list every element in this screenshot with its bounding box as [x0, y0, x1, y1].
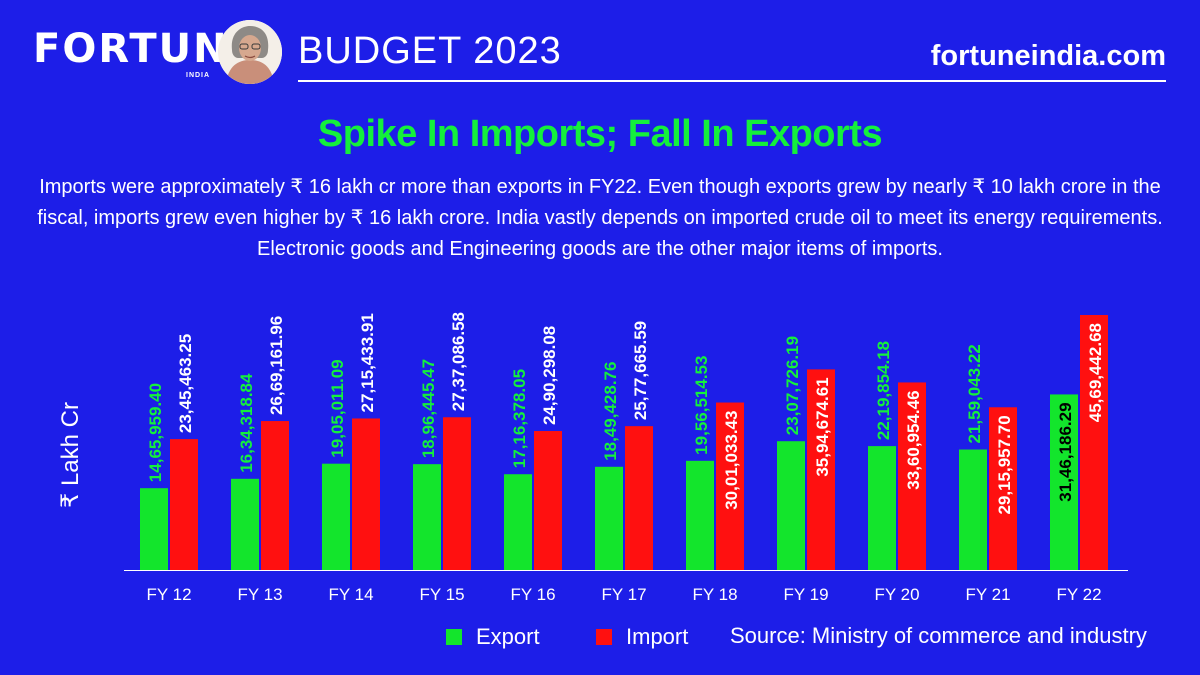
- data-label-export-fy22: 31,46,186.29: [1056, 402, 1075, 501]
- legend-export-swatch: [446, 629, 462, 646]
- data-label-export-fy18: 19,56,514.53: [692, 356, 711, 455]
- bar-export-fy16: [504, 474, 532, 570]
- bar-export-fy12: [140, 488, 168, 570]
- data-label-export-fy13: 16,34,318.84: [237, 373, 256, 473]
- data-label-import-fy21: 29,15,957.70: [995, 415, 1014, 514]
- bar-import-fy14: [352, 418, 380, 570]
- bar-export-fy17: [595, 466, 623, 570]
- bar-import-fy20: [898, 382, 926, 570]
- bar-import-fy15: [443, 417, 471, 570]
- data-label-export-fy12: 14,65,959.40: [146, 383, 165, 482]
- legend-export: Export: [446, 623, 540, 649]
- data-label-export-fy15: 18,96,445.47: [419, 359, 438, 458]
- bar-import-fy16: [534, 431, 562, 570]
- x-tick-fy17: FY 17: [601, 585, 646, 604]
- bar-chart: ₹ Lakh Cr 14,65,959.40 23,45,463.25 FY 12 16…: [57, 312, 1128, 604]
- x-tick-fy22: FY 22: [1056, 585, 1101, 604]
- x-tick-fy18: FY 18: [692, 585, 737, 604]
- bar-import-fy13: [261, 421, 289, 570]
- data-label-export-fy16: 17,16,378.05: [510, 369, 529, 468]
- bar-import-fy21: [989, 407, 1017, 570]
- x-tick-fy19: FY 19: [783, 585, 828, 604]
- bar-import-fy19: [807, 369, 835, 570]
- bar-export-fy13: [231, 478, 259, 570]
- x-tick-fy13: FY 13: [237, 585, 282, 604]
- x-tick-fy12: FY 12: [146, 585, 191, 604]
- data-label-export-fy20: 22,19,854.18: [874, 341, 893, 440]
- data-label-import-fy14: 27,15,433.91: [358, 313, 377, 412]
- budget-title: BUDGET 2023: [298, 30, 562, 72]
- data-label-import-fy17: 25,77,665.59: [631, 321, 650, 420]
- header: FORTUNE INDIA BUDGET 2023 fortuneindia.c…: [0, 0, 1200, 100]
- data-label-export-fy14: 19,05,011.09: [328, 359, 347, 457]
- legend-export-label: Export: [476, 624, 540, 650]
- bar-export-fy20: [868, 446, 896, 570]
- bar-export-fy21: [959, 449, 987, 570]
- y-axis-label: ₹ Lakh Cr: [57, 402, 84, 508]
- data-label-import-fy13: 26,69,161.96: [267, 316, 286, 415]
- bar-export-fy15: [413, 464, 441, 570]
- portrait-photo: [218, 20, 282, 84]
- bar-export-fy22: [1050, 394, 1078, 570]
- data-label-import-fy12: 23,45,463.25: [176, 334, 195, 433]
- source-note: Source: Ministry of commerce and industr…: [730, 623, 1147, 648]
- site-link[interactable]: fortuneindia.com: [930, 40, 1166, 72]
- x-tick-fy15: FY 15: [419, 585, 464, 604]
- bar-import-fy18: [716, 402, 744, 570]
- bar-import-fy12: [170, 439, 198, 570]
- data-label-import-fy18: 30,01,033.43: [722, 411, 741, 510]
- legend-import-label: Import: [626, 624, 689, 650]
- x-tick-fy21: FY 21: [965, 585, 1010, 604]
- data-label-export-fy19: 23,07,726.19: [783, 336, 802, 435]
- bar-export-fy18: [686, 460, 714, 570]
- x-tick-fy20: FY 20: [874, 585, 919, 604]
- bar-import-fy17: [625, 426, 653, 570]
- bar-import-fy22: [1080, 315, 1108, 570]
- chart-title: Spike In Imports; Fall In Exports: [317, 113, 883, 155]
- fortune-logo-sub: INDIA: [186, 72, 211, 79]
- legend-import-swatch: [596, 629, 612, 646]
- header-divider: [298, 80, 1166, 82]
- bar-export-fy14: [322, 463, 350, 570]
- data-label-export-fy21: 21,59,043.22: [965, 344, 984, 443]
- data-label-import-fy20: 33,60,954.46: [904, 390, 923, 489]
- data-label-import-fy22: 45,69,442.68: [1086, 323, 1105, 422]
- data-label-export-fy17: 18,49,428.76: [601, 362, 620, 461]
- bar-export-fy19: [777, 441, 805, 570]
- data-label-import-fy16: 24,90,298.08: [540, 326, 559, 425]
- data-label-import-fy15: 27,37,086.58: [449, 312, 468, 411]
- data-label-import-fy19: 35,94,674.61: [813, 377, 832, 476]
- chart-description: Imports were approximately ₹ 16 lakh cr …: [37, 176, 1163, 260]
- legend-import: Import: [596, 623, 688, 649]
- x-tick-fy16: FY 16: [510, 585, 555, 604]
- x-tick-fy14: FY 14: [328, 585, 373, 604]
